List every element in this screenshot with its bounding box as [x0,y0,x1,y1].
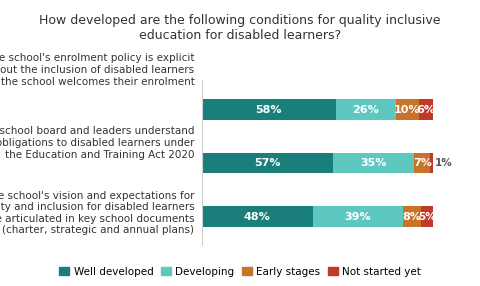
Text: 8%: 8% [402,212,421,222]
Bar [202,99,336,120]
Bar [414,153,431,173]
Bar [336,99,396,120]
Text: 57%: 57% [254,158,281,168]
Bar [202,153,333,173]
Text: 10%: 10% [394,104,420,114]
Text: 39%: 39% [344,212,371,222]
Bar [419,99,432,120]
Text: The school board and leaders understand
their obligations to disabled learners u: The school board and leaders understand … [0,126,194,160]
Text: 48%: 48% [244,212,270,222]
Bar [421,206,432,227]
Bar [431,153,432,173]
Text: 7%: 7% [413,158,432,168]
Legend: Well developed, Developing, Early stages, Not started yet: Well developed, Developing, Early stages… [55,263,425,281]
Bar [202,206,312,227]
Text: The school's enrolment policy is explicit
about the inclusion of disabled learne: The school's enrolment policy is explici… [0,53,194,87]
Text: 6%: 6% [416,104,435,114]
Bar [403,206,421,227]
Text: 58%: 58% [255,104,282,114]
Bar [396,99,419,120]
Text: 35%: 35% [360,158,387,168]
Text: 1%: 1% [434,158,452,168]
Text: 5%: 5% [418,212,436,222]
Text: 26%: 26% [352,104,379,114]
Bar [333,153,414,173]
Bar [312,206,403,227]
Text: How developed are the following conditions for quality inclusive
education for d: How developed are the following conditio… [39,14,441,42]
Text: The school's vision and expectations for
equity and inclusion for disabled learn: The school's vision and expectations for… [0,191,194,235]
